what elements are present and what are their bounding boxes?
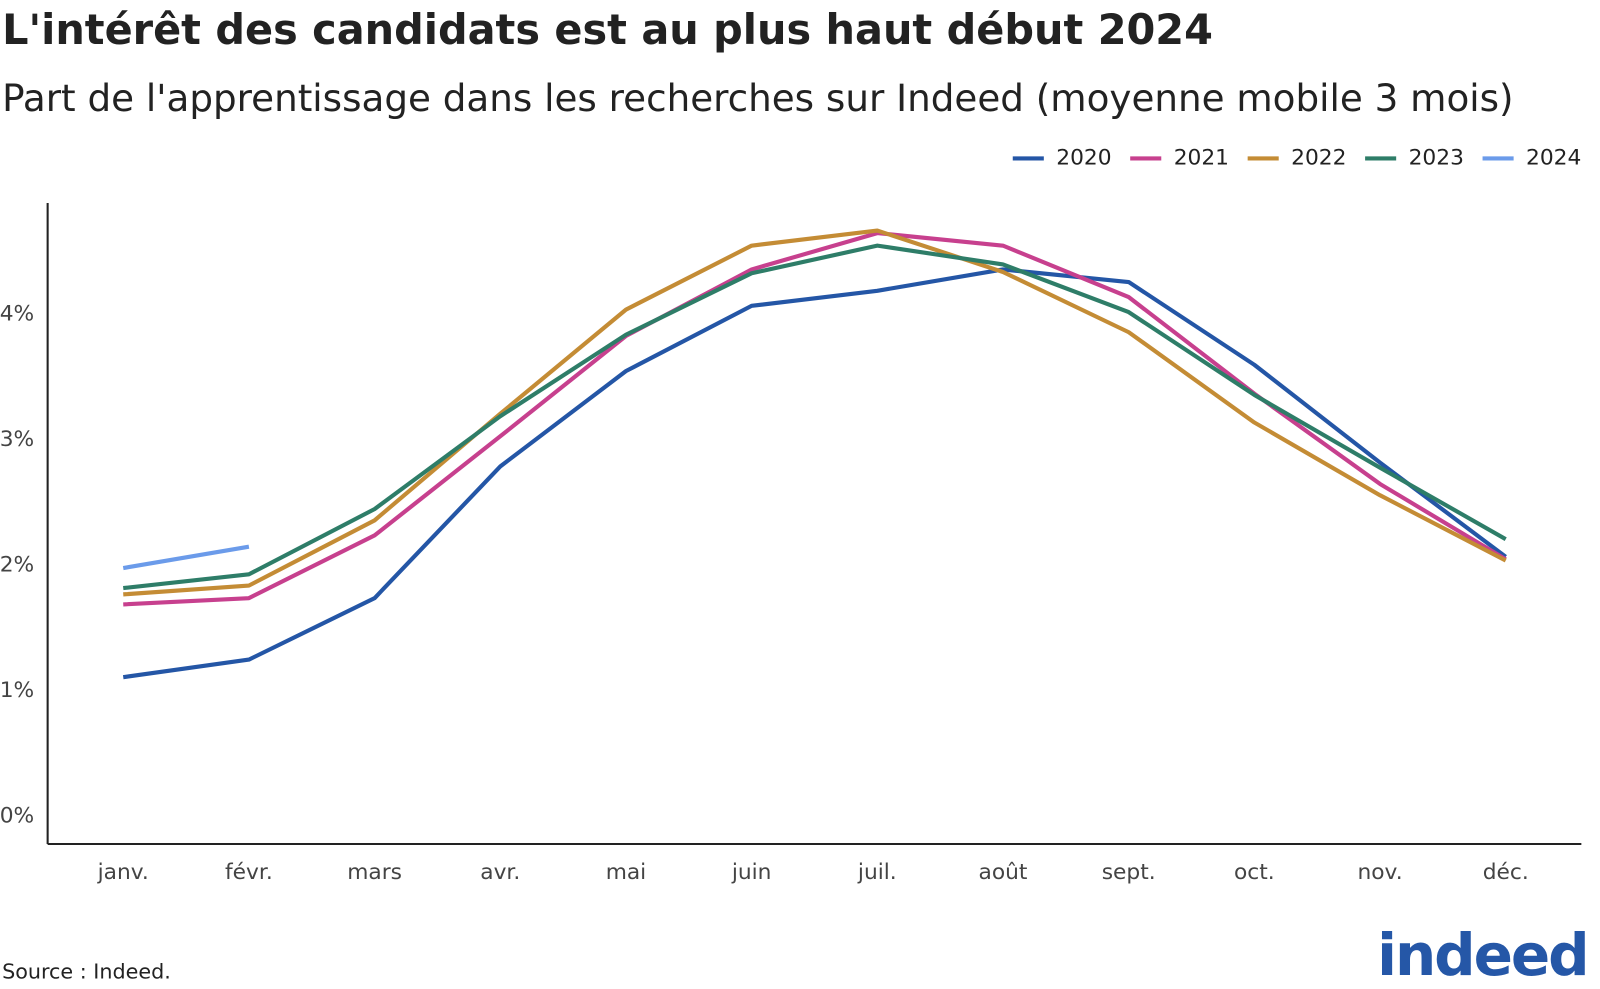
x-tick-label: juil.: [857, 860, 897, 885]
y-tick-label: 2%: [0, 553, 34, 578]
legend-label: 2024: [1526, 145, 1581, 170]
y-tick-label: 3%: [0, 427, 34, 452]
y-tick-label: 1%: [0, 678, 34, 703]
x-tick-label: mai: [606, 860, 647, 885]
data-line: [122, 267, 1507, 680]
y-tick-label: 4%: [0, 302, 34, 327]
legend-label: 2022: [1291, 145, 1346, 170]
chart-title: L'intérêt des candidats est au plus haut…: [2, 6, 1213, 54]
x-tick-label: déc.: [1483, 860, 1529, 885]
legend-label: 2023: [1409, 145, 1464, 170]
data-line: [122, 544, 250, 571]
data-line: [123, 243, 1507, 591]
legend-label: 2020: [1056, 145, 1111, 170]
x-tick-label: sept.: [1102, 860, 1156, 885]
x-tick-label: nov.: [1357, 860, 1402, 885]
legend-label: 2021: [1174, 145, 1229, 170]
x-tick-label: août: [979, 860, 1028, 885]
chart-subtitle: Part de l'apprentissage dans les recherc…: [2, 76, 1514, 120]
logo: indeed: [1377, 921, 1587, 989]
x-tick-label: oct.: [1234, 860, 1275, 885]
x-tick-label: févr.: [225, 860, 273, 885]
x-tick-label: janv.: [97, 860, 149, 885]
y-tick-label: 0%: [0, 803, 34, 828]
data-line: [123, 228, 1507, 597]
x-tick-label: avr.: [480, 860, 520, 885]
source: Source : Indeed.: [2, 959, 171, 983]
x-tick-label: mars: [347, 860, 402, 885]
x-tick-label: juin: [731, 860, 772, 885]
